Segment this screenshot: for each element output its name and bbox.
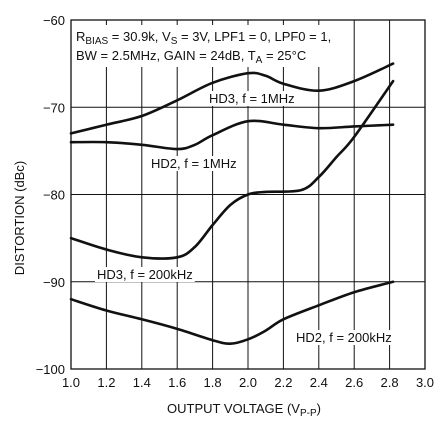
x-axis-title-main: OUTPUT VOLTAGE (V [167, 401, 300, 416]
x-tick-label: 1.6 [168, 375, 186, 390]
x-tick-label: 2.2 [274, 375, 292, 390]
conditions-text: R [76, 29, 85, 44]
series-line-hd2-1mhz [69, 119, 395, 151]
x-tick-label: 1.0 [62, 375, 80, 390]
conditions-text: = 3V, LPF1 = 0, LPF0 = 1, [177, 29, 331, 44]
conditions-subscript: BIAS [85, 36, 108, 47]
series-label-hd2-200khz: HD2, f = 200kHz [296, 330, 392, 345]
x-tick-label: 1.4 [133, 375, 151, 390]
y-tick-label: −70 [43, 100, 65, 115]
conditions-line: BW = 2.5MHz, GAIN = 24dB, TA = 25°C [76, 48, 306, 66]
series-line-hd3-1mhz [69, 62, 395, 135]
conditions-text: = 30.9k, V [108, 29, 171, 44]
series-label-background [95, 267, 195, 282]
y-tick-label: −60 [43, 13, 65, 28]
conditions-text: BW = 2.5MHz, GAIN = 24dB, T [76, 48, 256, 63]
plot-frame [70, 19, 426, 370]
series-label-hd2-1mhz: HD2, f = 1MHz [151, 156, 237, 171]
y-tick-label: −80 [43, 188, 65, 203]
series-label-layer: HD3, f = 1MHz HD2, f = 1MHz HD3, f = 200kH… [95, 91, 394, 345]
x-tick-label: 2.4 [310, 375, 328, 390]
series-label-background [207, 91, 297, 106]
x-tick-label: 1.2 [97, 375, 115, 390]
series-label-hd3-1mhz: HD3, f = 1MHz [209, 91, 295, 106]
x-tick-label: 2.8 [381, 375, 399, 390]
tick-label-layer: 1.0 1.2 1.4 1.6 1.8 2.0 2.2 2.4 2.6 2.8 3.0 −100 −90… [36, 13, 434, 390]
x-tick-label: 1.8 [204, 375, 222, 390]
series-label-hd3-200khz: HD3, f = 200kHz [97, 267, 193, 282]
x-axis-title: OUTPUT VOLTAGE (VP-P) [167, 401, 321, 419]
x-tick-label: 2.6 [345, 375, 363, 390]
conditions-background [73, 25, 337, 67]
x-tick-label: 3.0 [416, 375, 434, 390]
test-conditions-note: RBIAS = 30.9k, VS = 3V, LPF1 = 0, LPF0 =… [73, 25, 337, 67]
series-label-background [149, 156, 239, 171]
y-tick-label: −100 [36, 362, 65, 377]
conditions-subscript: A [256, 55, 263, 66]
y-axis-title: DISTORTION (dBc) [12, 161, 27, 275]
y-tick-label: −90 [43, 275, 65, 290]
x-axis-title-subscript: P-P [300, 408, 317, 419]
conditions-text: = 25°C [262, 48, 306, 63]
x-axis-title-close: ) [317, 401, 321, 416]
conditions-subscript: S [171, 36, 178, 47]
series-layer [69, 62, 395, 346]
conditions-line: RBIAS = 30.9k, VS = 3V, LPF1 = 0, LPF0 =… [76, 29, 331, 47]
series-line-hd3-200khz [69, 79, 395, 260]
x-tick-label: 2.0 [239, 375, 257, 390]
series-label-background [294, 330, 394, 345]
series-line-hd2-200khz [69, 280, 395, 346]
